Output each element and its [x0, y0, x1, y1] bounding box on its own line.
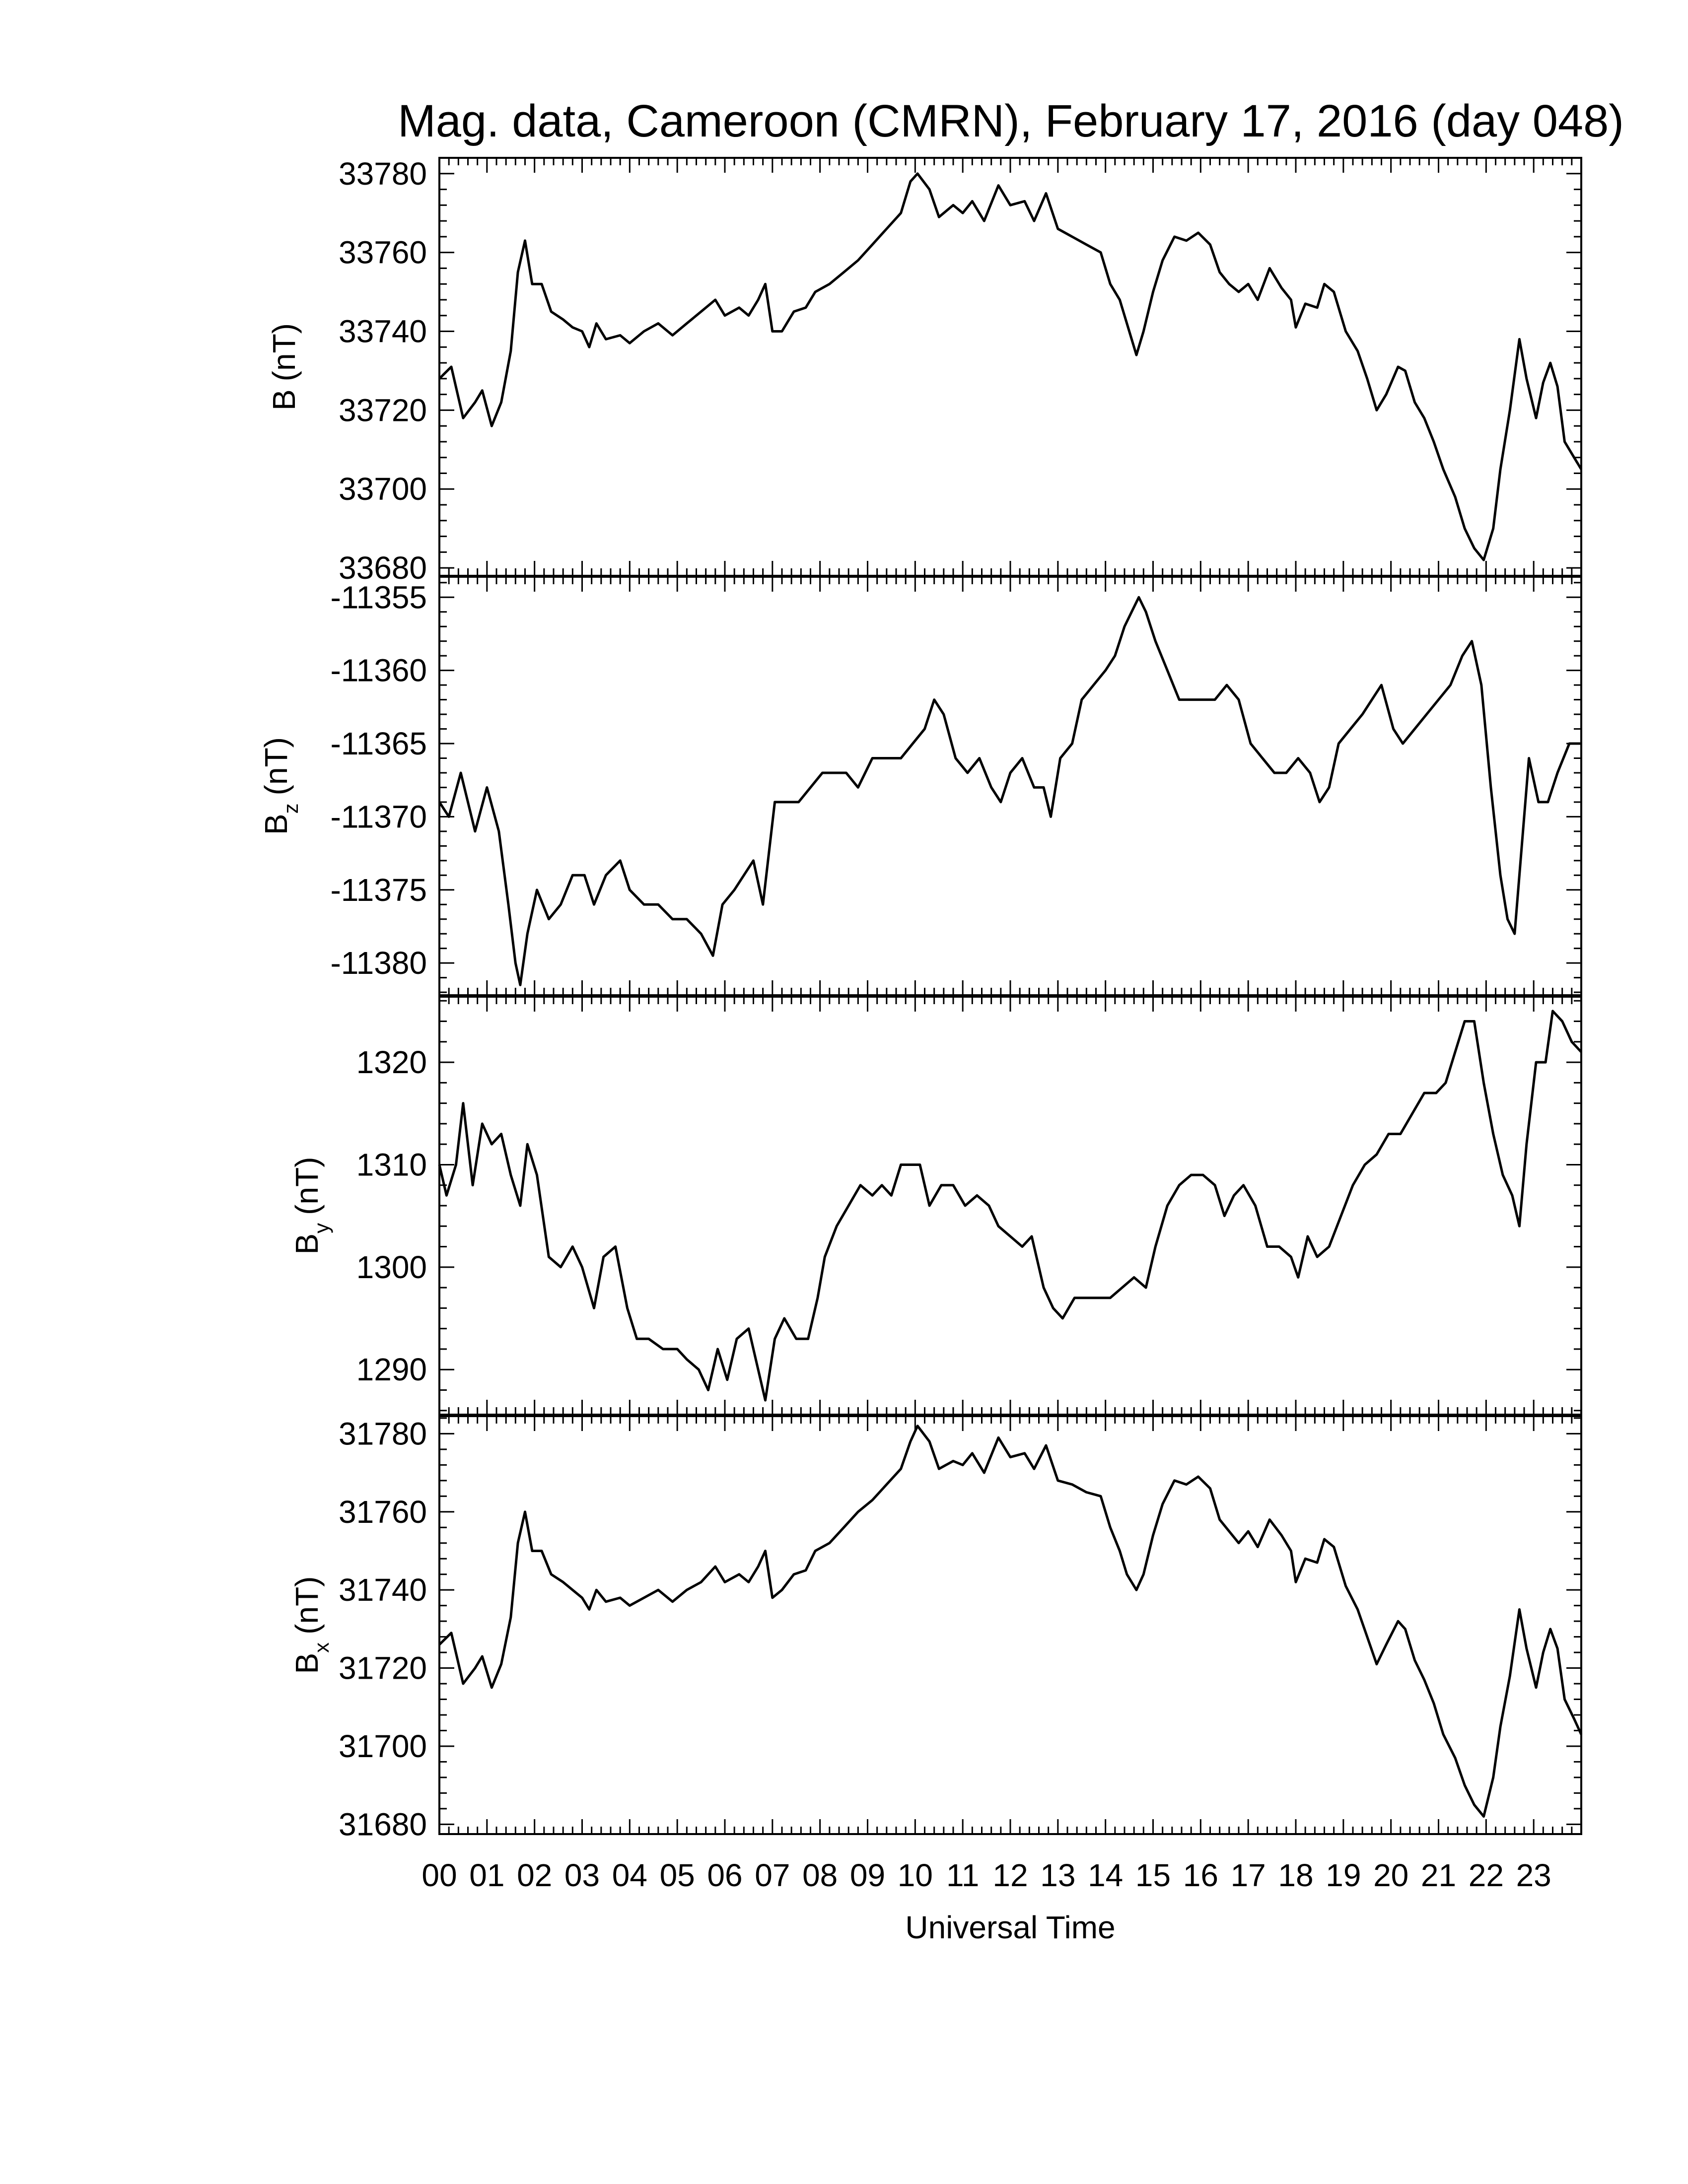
y-tick-label: -11370	[330, 799, 427, 834]
y-axis-label-sub: z	[279, 803, 302, 814]
x-tick-label: 17	[1231, 1857, 1266, 1893]
series-line-By	[438, 1010, 1582, 1402]
x-tick-label: 19	[1326, 1857, 1361, 1893]
x-tick-label: 05	[660, 1857, 695, 1893]
y-tick-label: -11355	[330, 579, 427, 615]
y-axis-label: Bz (nT)	[258, 737, 302, 835]
x-tick-label: 04	[612, 1857, 647, 1893]
y-tick-label: 31700	[339, 1728, 427, 1764]
x-tick-label: 02	[517, 1857, 552, 1893]
panels-group: 336803370033720337403376033780B(nT)-1138…	[258, 156, 1583, 1842]
y-tick-label: 31740	[339, 1572, 427, 1608]
x-tick-label: 01	[469, 1857, 504, 1893]
panel-3: 1290 1300 1310 1320 By (nT)	[289, 996, 1582, 1416]
panel-4: 31680 31700 31720 31740 31760 31780 Bx (nT)	[289, 1415, 1583, 1842]
y-tick-label: 31680	[339, 1806, 427, 1842]
y-axis-label-main: B	[258, 814, 294, 835]
panel-frame	[438, 996, 1582, 1416]
x-tick-label: 16	[1183, 1857, 1218, 1893]
y-tick-label: 1290	[356, 1352, 427, 1387]
y-tick-label: 1310	[356, 1147, 427, 1182]
y-tick-label: 33760	[339, 235, 427, 271]
y-axis-label-main: B	[289, 1233, 325, 1255]
y-axis-label-sub: y	[310, 1223, 333, 1233]
x-tick-label: 23	[1516, 1857, 1551, 1893]
y-tick-label: -11375	[330, 872, 427, 908]
panel-1: 33680 33700 33720 33740 33760 33780 B (nT)	[266, 156, 1583, 586]
series-line-Bx	[438, 1425, 1583, 1818]
y-axis-label-main: B	[266, 389, 302, 410]
x-tick-label: 00	[422, 1857, 457, 1893]
series-line-Bz	[438, 596, 1581, 986]
y-axis-label-sub: x	[310, 1642, 333, 1653]
y-axis-label-main: B	[289, 1653, 325, 1674]
y-axis-label-unit: (nT)	[289, 1576, 325, 1635]
x-tick-label: 03	[564, 1857, 600, 1893]
x-tick-label: 10	[898, 1857, 933, 1893]
x-tick-label: 22	[1469, 1857, 1504, 1893]
y-tick-label: 31780	[339, 1416, 427, 1451]
y-axis-label: By (nT)	[289, 1157, 333, 1255]
x-axis-labels: 00 01 02 03 04 05 06 07 08 09 10 11 12 13 14 15 16 17 18 19…	[422, 1857, 1551, 1893]
y-tick-label: 31720	[339, 1650, 427, 1686]
panel-frame	[438, 576, 1582, 996]
x-tick-label: 09	[850, 1857, 885, 1893]
x-tick-label: 06	[707, 1857, 742, 1893]
series-line-B	[438, 172, 1583, 561]
y-tick-label: 1300	[356, 1249, 427, 1285]
y-axis-label: B (nT)	[266, 323, 302, 410]
x-tick-label: 12	[992, 1857, 1028, 1893]
y-tick-label: 1320	[356, 1044, 427, 1080]
y-tick-label: 31760	[339, 1494, 427, 1530]
y-axis-label-unit: (nT)	[289, 1157, 325, 1215]
x-tick-label: 07	[755, 1857, 790, 1893]
x-tick-label: 18	[1278, 1857, 1313, 1893]
y-axis-label: Bx (nT)	[289, 1576, 333, 1674]
y-tick-label: 33720	[339, 392, 427, 428]
x-tick-label: 20	[1373, 1857, 1408, 1893]
y-tick-label: -11380	[330, 945, 427, 981]
panel-frame	[438, 157, 1582, 577]
panel-2: -11380 -11375 -11370 -11365 -11360 -11355 Bz (n…	[258, 576, 1582, 996]
y-tick-label: 33780	[339, 156, 427, 192]
x-tick-label: 15	[1135, 1857, 1171, 1893]
panel-frame	[438, 1415, 1582, 1835]
chart-title: Mag. data, Cameroon (CMRN), February 17,…	[398, 96, 1624, 146]
x-tick-label: 08	[802, 1857, 838, 1893]
x-tick-label: 11	[946, 1857, 979, 1893]
x-axis-title: Universal Time	[905, 1910, 1115, 1945]
y-tick-label: -11360	[330, 653, 427, 688]
y-axis-label-unit: (nT)	[266, 323, 302, 381]
y-tick-label: 33700	[339, 471, 427, 507]
x-tick-label: 14	[1088, 1857, 1123, 1893]
x-tick-label: 21	[1421, 1857, 1456, 1893]
y-axis-label-unit: (nT)	[258, 737, 294, 795]
y-tick-label: 33740	[339, 314, 427, 349]
y-tick-label: -11365	[330, 726, 427, 761]
x-tick-label: 13	[1040, 1857, 1075, 1893]
y-tick-label: 33680	[339, 550, 427, 586]
